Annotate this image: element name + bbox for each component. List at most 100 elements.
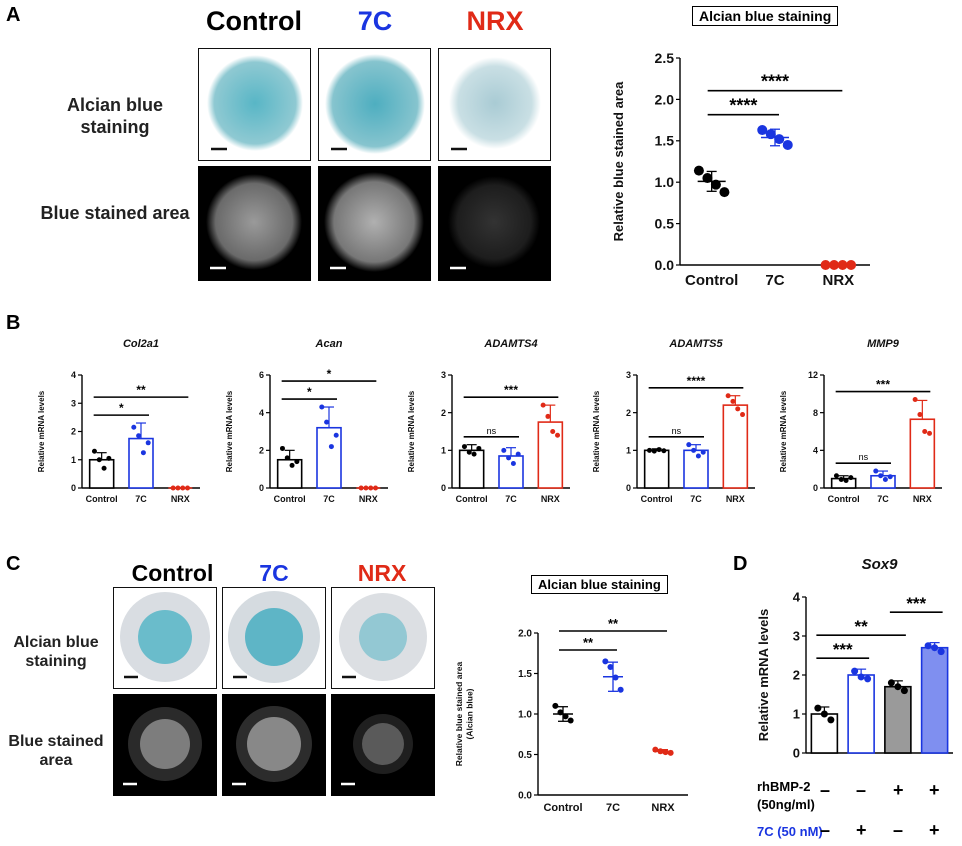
mmp9-data-point xyxy=(912,396,918,402)
panel-a-image-nrx-area xyxy=(438,166,551,281)
acan-data-point xyxy=(328,444,334,450)
panel-a-image-nrx-alcian xyxy=(438,48,551,161)
acan-x-tick-label: NRX xyxy=(359,494,378,503)
col2a1-data-point xyxy=(175,485,181,491)
sox9-y-tick-label: 3 xyxy=(793,629,800,644)
panel-d-7c-sign-2: + xyxy=(856,820,867,840)
acan-data-point xyxy=(358,485,364,491)
acan-y-tick-label: 0 xyxy=(259,483,264,493)
sox9-data-point xyxy=(924,642,932,650)
panel-a-header-nrx: NRX xyxy=(466,6,524,36)
acan-y-tick-label: 2 xyxy=(259,445,264,455)
c-plot-y-tick-label: 0.5 xyxy=(518,750,532,761)
a-plot-x-tick-label: Control xyxy=(685,272,738,289)
c-plot-y-label: (Alcian blue) xyxy=(465,688,475,739)
panel-d-7c-sign-1: – xyxy=(820,820,831,840)
a-plot-data-point xyxy=(693,165,704,176)
sox9-bar xyxy=(920,646,949,754)
adamts5-significance-label: ns xyxy=(672,426,682,436)
mmp9-y-tick-label: 8 xyxy=(813,408,818,418)
mmp9-y-tick-label: 12 xyxy=(808,370,818,380)
panel-d-7c-label: 7C (50 nM) xyxy=(757,824,823,839)
a-plot-y-tick-label: 0.5 xyxy=(655,216,675,232)
c-plot-data-point xyxy=(567,717,574,724)
panel-d-rhbmp2-sign-2: – xyxy=(856,780,867,800)
panel-d-7c-sign-3: – xyxy=(893,820,904,840)
c-plot-data-point xyxy=(607,664,614,671)
col2a1-y-tick-label: 2 xyxy=(71,427,76,437)
acan-x-tick-label: Control xyxy=(274,494,306,503)
a-plot-y-tick-label: 2.5 xyxy=(655,50,675,66)
adamts4-x-tick-label: NRX xyxy=(541,494,560,503)
panel-a-image-control-alcian xyxy=(198,48,311,161)
panel-a-plot-title: Alcian blue staining xyxy=(692,6,839,26)
adamts4-bar xyxy=(498,455,524,489)
sox9-data-point xyxy=(827,716,835,724)
panel-d-7c-sign-4: + xyxy=(929,820,940,840)
mmp9-title: MMP9 xyxy=(867,338,900,350)
acan-significance-label: * xyxy=(327,367,332,381)
panel-a-image-control-area xyxy=(198,166,311,281)
col2a1-data-point xyxy=(145,440,151,446)
panel-a-image-7c-area xyxy=(318,166,431,281)
adamts5-title: ADAMTS5 xyxy=(668,338,723,350)
panel-c-image-7c-area xyxy=(222,694,326,796)
acan-data-point xyxy=(368,485,374,491)
a-plot-x-tick-label: 7C xyxy=(765,272,784,289)
adamts5-bar xyxy=(643,449,670,489)
a-plot-y-label: Relative blue stained area xyxy=(611,81,626,241)
col2a1-data-point xyxy=(131,424,137,430)
adamts5-data-point xyxy=(691,447,697,453)
a-plot-significance-label: **** xyxy=(729,96,757,116)
panel-a-letter: A xyxy=(6,4,21,26)
adamts4-data-point xyxy=(471,451,477,457)
adamts5-data-point xyxy=(700,449,706,455)
panel-a-scatter-chart: 0.0 0.5 1.0 1.5 2.0 2.5 Relative blue stained … xyxy=(611,50,870,289)
mmp9-data-point xyxy=(922,429,928,434)
adamts4-x-tick-label: Control xyxy=(456,494,488,503)
a-plot-x-tick-label: NRX xyxy=(822,272,854,289)
a-plot-data-point xyxy=(782,139,793,150)
panel-b-adamts5-chart: ADAMTS5 0 1 2 3 Relative mRNA levels Control 7C… xyxy=(592,338,755,503)
sox9-title: Sox9 xyxy=(862,556,899,573)
adamts4-data-point xyxy=(506,455,512,461)
col2a1-significance-label: ** xyxy=(136,383,146,397)
sox9-data-point xyxy=(864,675,872,683)
sox9-significance-label: *** xyxy=(833,640,853,659)
a-plot-y-tick-label: 1.0 xyxy=(655,174,675,190)
mmp9-data-point xyxy=(833,473,839,479)
col2a1-bar xyxy=(128,437,154,489)
mmp9-y-label: Relative mRNA levels xyxy=(779,390,788,472)
col2a1-data-point xyxy=(101,465,107,471)
acan-title: Acan xyxy=(315,338,343,350)
sox9-significance-label: *** xyxy=(906,594,926,613)
mmp9-data-point xyxy=(917,412,923,418)
c-plot-x-tick-label: NRX xyxy=(651,802,675,814)
sox9-data-point xyxy=(820,710,828,718)
panel-b-adamts4-chart: ADAMTS4 0 1 2 3 Relative mRNA levels Control 7C… xyxy=(407,338,570,503)
adamts4-data-point xyxy=(555,432,561,438)
acan-data-point xyxy=(279,445,285,451)
col2a1-data-point xyxy=(91,448,97,454)
col2a1-y-tick-label: 1 xyxy=(71,455,76,465)
adamts4-bar xyxy=(458,449,485,489)
acan-bar xyxy=(316,426,342,489)
col2a1-data-point xyxy=(185,485,191,491)
sox9-y-label: Relative mRNA levels xyxy=(756,609,771,741)
panel-a-row-label-area: Blue stained area xyxy=(40,203,190,223)
col2a1-y-tick-label: 0 xyxy=(71,483,76,493)
sox9-data-point xyxy=(937,648,945,656)
panel-d-rhbmp2-sign-1: – xyxy=(820,780,831,800)
col2a1-y-tick-label: 4 xyxy=(71,370,76,380)
adamts4-y-tick-label: 1 xyxy=(441,445,446,455)
adamts5-y-label: Relative mRNA levels xyxy=(592,390,601,472)
adamts4-data-point xyxy=(550,429,556,434)
acan-significance-label: * xyxy=(307,385,312,399)
mmp9-significance-label: *** xyxy=(876,378,890,392)
acan-data-point xyxy=(373,485,379,491)
sox9-y-tick-label: 2 xyxy=(793,668,800,683)
col2a1-data-point xyxy=(140,450,146,456)
c-plot-x-tick-label: Control xyxy=(543,802,582,814)
adamts5-data-point xyxy=(646,447,652,453)
col2a1-x-tick-label: 7C xyxy=(135,494,147,503)
